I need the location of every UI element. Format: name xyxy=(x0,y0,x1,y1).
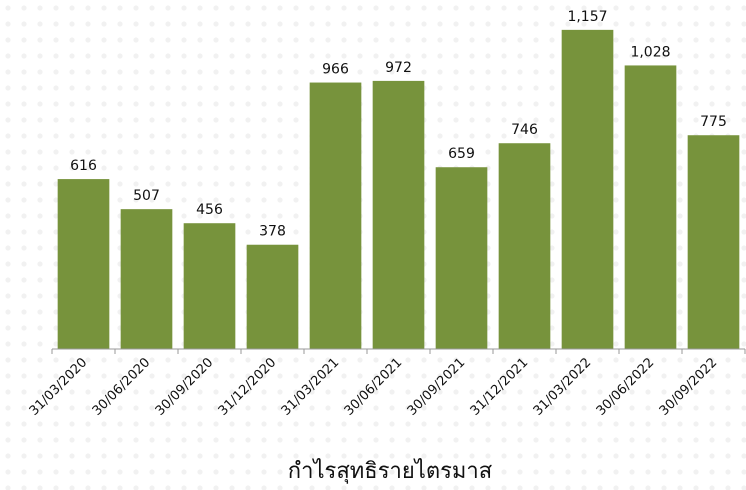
bar xyxy=(372,80,425,349)
bar xyxy=(120,209,173,349)
bar xyxy=(309,82,362,350)
value-label: 966 xyxy=(322,62,349,78)
bar xyxy=(687,135,740,349)
value-label: 972 xyxy=(385,60,412,76)
bar xyxy=(498,143,551,349)
value-label: 378 xyxy=(259,224,286,240)
value-label: 659 xyxy=(448,146,475,162)
bar xyxy=(435,167,488,349)
value-label: 775 xyxy=(700,114,727,130)
value-label: 616 xyxy=(70,158,97,174)
x-axis-title: กำไรสุทธิรายไตรมาส xyxy=(288,458,493,484)
value-label: 456 xyxy=(196,202,223,218)
bar xyxy=(246,244,299,349)
value-label: 1,157 xyxy=(567,9,607,25)
bar xyxy=(561,29,614,349)
value-label: 507 xyxy=(133,188,160,204)
bar xyxy=(57,179,110,349)
bar xyxy=(624,65,677,350)
bar xyxy=(183,223,236,349)
value-label: 746 xyxy=(511,122,538,138)
value-label: 1,028 xyxy=(630,44,670,60)
